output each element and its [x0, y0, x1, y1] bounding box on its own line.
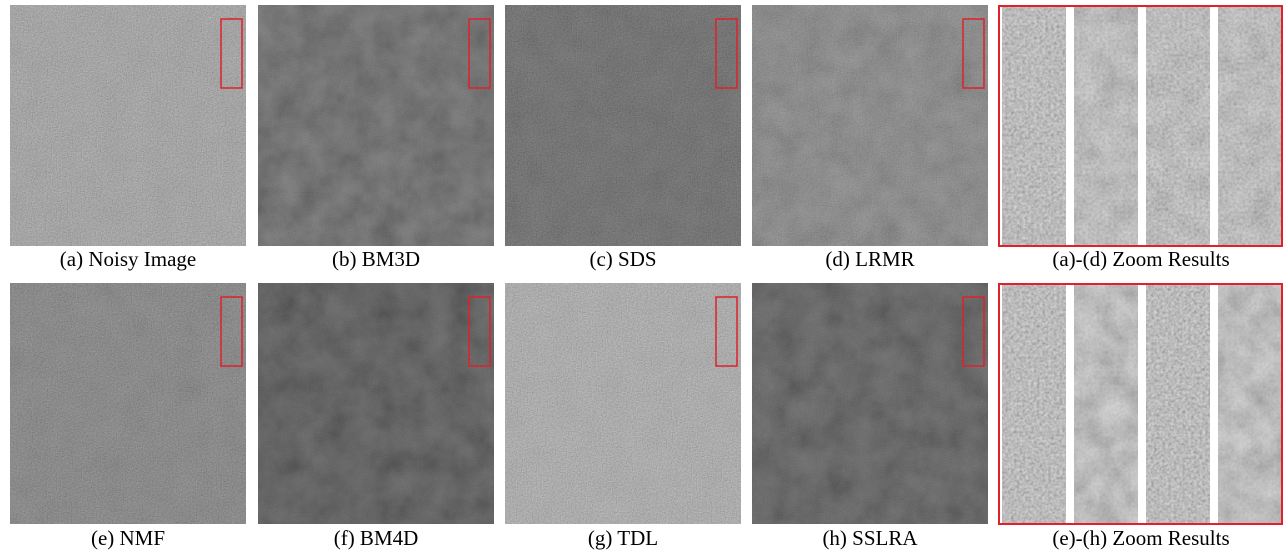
zoom-tint [1074, 5, 1138, 246]
caption: (a) Noisy Image [60, 247, 196, 271]
panels: (a) Noisy Image (b) BM3D (c) SDS (d) LRMR (a… [10, 5, 1283, 550]
zoom-noise [1146, 5, 1210, 246]
image-tint [752, 283, 988, 524]
caption: (a)-(d) Zoom Results [1052, 247, 1229, 271]
zoom-noise [1218, 283, 1282, 524]
image-tint [10, 283, 246, 524]
zoom-box [468, 18, 491, 89]
zoom-box [468, 296, 491, 367]
image-tint [505, 5, 741, 246]
zoom-box [962, 18, 985, 89]
caption: (c) SDS [589, 247, 656, 271]
zoom-tint [1146, 283, 1210, 524]
caption: (h) SSLRA [822, 526, 918, 550]
image-tint [10, 5, 246, 246]
zoom-noise [1218, 5, 1282, 246]
zoom-tint [1002, 283, 1066, 524]
image-noise [10, 5, 246, 246]
zoom-frame [998, 5, 1283, 247]
zoom-noise [1074, 283, 1138, 524]
zoom-frame [998, 283, 1283, 525]
caption: (d) LRMR [825, 247, 914, 271]
zoom-tint [1074, 283, 1138, 524]
caption: (f) BM4D [334, 526, 419, 550]
caption: (g) TDL [588, 526, 658, 550]
image-panel: (d) LRMR [752, 5, 988, 271]
image-tint [258, 5, 494, 246]
zoom-panel: (a)-(d) Zoom Results [998, 5, 1283, 271]
image-tint [505, 283, 741, 524]
image-tint [258, 283, 494, 524]
image-panel: (h) SSLRA [752, 283, 988, 550]
zoom-tint [1002, 5, 1066, 246]
image-panel: (f) BM4D [258, 283, 494, 550]
zoom-box [962, 296, 985, 367]
zoom-tint [1146, 5, 1210, 246]
zoom-noise [1002, 283, 1066, 524]
caption: (e) NMF [91, 526, 165, 550]
image-panel: (c) SDS [505, 5, 741, 271]
caption: (e)-(h) Zoom Results [1052, 526, 1229, 550]
zoom-box [220, 18, 243, 89]
zoom-noise [1146, 283, 1210, 524]
zoom-box [715, 18, 738, 89]
zoom-box [715, 296, 738, 367]
image-panel: (e) NMF [10, 283, 246, 550]
image-panel: (a) Noisy Image [10, 5, 246, 271]
image-tint [752, 5, 988, 246]
zoom-tint [1218, 283, 1282, 524]
zoom-tint [1218, 5, 1282, 246]
zoom-noise [1002, 5, 1066, 246]
zoom-noise [1074, 5, 1138, 246]
image-panel: (g) TDL [505, 283, 741, 550]
image-noise [505, 283, 741, 524]
zoom-panel: (e)-(h) Zoom Results [998, 283, 1283, 550]
zoom-box [220, 296, 243, 367]
image-panel: (b) BM3D [258, 5, 494, 271]
caption: (b) BM3D [332, 247, 420, 271]
